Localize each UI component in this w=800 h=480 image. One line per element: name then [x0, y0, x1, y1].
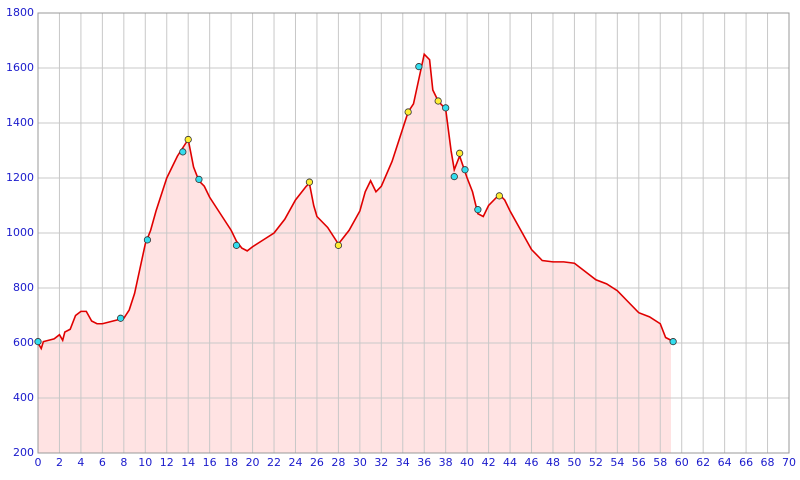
- x-tick-label: 40: [460, 456, 474, 469]
- waypoint-marker: [334, 241, 342, 249]
- x-tick-label: 52: [589, 456, 603, 469]
- waypoint-marker: [461, 166, 469, 174]
- waypoint-marker: [450, 173, 458, 181]
- x-tick-label: 62: [696, 456, 710, 469]
- x-tick-label: 2: [56, 456, 63, 469]
- x-tick-label: 34: [396, 456, 410, 469]
- x-tick-label: 56: [632, 456, 646, 469]
- x-tick-label: 0: [35, 456, 42, 469]
- x-tick-label: 70: [782, 456, 796, 469]
- waypoint-marker: [669, 338, 677, 346]
- x-tick-label: 32: [374, 456, 388, 469]
- waypoint-marker: [143, 236, 152, 244]
- x-tick-label: 20: [246, 456, 260, 469]
- waypoint-marker: [117, 314, 125, 322]
- x-tick-label: 46: [525, 456, 539, 469]
- x-tick-label: 38: [439, 456, 453, 469]
- waypoint-marker: [456, 149, 464, 157]
- waypoint-marker: [179, 148, 187, 156]
- x-tick-label: 28: [331, 456, 345, 469]
- x-tick-label: 58: [653, 456, 667, 469]
- x-tick-label: 50: [567, 456, 581, 469]
- x-tick-label: 16: [203, 456, 217, 469]
- waypoint-marker: [474, 206, 482, 214]
- waypoint-marker: [442, 104, 450, 112]
- y-tick-label: 600: [13, 336, 34, 349]
- y-tick-label: 1800: [6, 6, 34, 19]
- x-tick-label: 18: [224, 456, 238, 469]
- x-tick-label: 36: [417, 456, 431, 469]
- waypoint-marker: [495, 192, 503, 200]
- x-tick-label: 8: [120, 456, 127, 469]
- waypoint-marker: [232, 241, 241, 249]
- x-tick-label: 14: [181, 456, 195, 469]
- x-tick-label: 30: [353, 456, 367, 469]
- waypoint-marker: [434, 97, 442, 105]
- x-tick-label: 26: [310, 456, 324, 469]
- x-tick-label: 44: [503, 456, 517, 469]
- x-tick-label: 64: [718, 456, 732, 469]
- y-tick-label: 1400: [6, 116, 34, 129]
- y-tick-label: 1000: [6, 226, 34, 239]
- y-tick-label: 400: [13, 391, 34, 404]
- y-tick-label: 800: [13, 281, 34, 294]
- area-fill: [38, 54, 671, 453]
- waypoint-marker: [184, 135, 192, 144]
- x-tick-label: 66: [739, 456, 753, 469]
- x-tick-label: 54: [610, 456, 624, 469]
- x-tick-label: 60: [675, 456, 689, 469]
- waypoint-marker: [415, 63, 423, 71]
- waypoint-marker: [404, 108, 412, 116]
- x-tick-label: 10: [138, 456, 152, 469]
- y-tick-label: 200: [13, 446, 34, 459]
- plot-border: [37, 12, 790, 454]
- x-tick-label: 4: [77, 456, 84, 469]
- x-tick-label: 24: [288, 456, 302, 469]
- x-tick-label: 68: [761, 456, 775, 469]
- x-tick-label: 12: [160, 456, 174, 469]
- y-tick-label: 1200: [6, 171, 34, 184]
- y-tick-label: 1600: [6, 61, 34, 74]
- waypoint-marker: [195, 175, 203, 183]
- x-tick-label: 6: [99, 456, 106, 469]
- x-tick-label: 48: [546, 456, 560, 469]
- waypoint-marker: [34, 338, 42, 346]
- elevation-line: [37, 52, 672, 351]
- x-tick-label: 22: [267, 456, 281, 469]
- x-tick-label: 42: [482, 456, 496, 469]
- waypoint-marker: [305, 178, 314, 186]
